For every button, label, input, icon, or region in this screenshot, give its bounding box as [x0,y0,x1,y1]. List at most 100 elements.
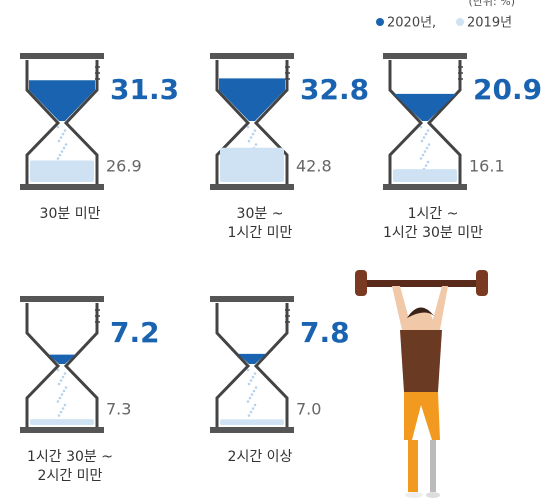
sand-stream [64,404,67,407]
sand-stream [64,129,67,132]
sand-stream [58,140,61,143]
plate [20,296,104,302]
sand-stream [255,386,258,389]
plate [210,184,294,190]
sand-stream [422,154,425,157]
sand-stream [250,379,253,382]
sand-2019 [220,148,284,182]
sand-2019 [393,169,457,182]
sand-stream [63,390,66,393]
plate [20,184,104,190]
hourglass: 7.2 7.3 [20,296,160,433]
infographic: (단위: %) 2020년, 2019년 31.3 26.9 32.8 42.8 20.9 1… [0,0,549,503]
sand-stream [426,147,429,150]
hourglass: 20.9 16.1 [383,53,542,190]
legend-swatch [376,18,384,26]
sand-stream [424,150,427,153]
hourglass: 7.8 7.0 [210,296,350,433]
sand-stream [254,404,257,407]
sand-stream [427,129,430,132]
plate [20,427,104,433]
category-label: 1시간 30분 ~ 2시간 미만 [0,448,145,486]
sand-stream [255,143,258,146]
sand-stream [254,129,257,132]
sand-stream [248,140,251,143]
sand-stream [57,400,60,403]
sand-stream [254,372,257,375]
value-2019: 42.8 [296,157,332,176]
sand-stream [62,407,65,410]
plate [383,53,467,59]
value-2020: 32.8 [300,73,369,106]
sand-stream [59,154,62,157]
legend-label: 2019년 [467,16,512,31]
sand-stream [249,397,252,400]
category-label: 1시간 ~ 1시간 30분 미만 [358,205,508,243]
unit-label: (단위: %) [469,0,515,8]
sand-stream [250,411,253,414]
sand-stream [252,133,255,136]
sand-stream [57,369,60,372]
sand-stream [248,383,251,386]
sand-stream [428,143,431,146]
sand-stream [57,126,60,129]
sand-stream [251,393,254,396]
plate [383,184,467,190]
sand-stream [62,133,65,136]
value-2020: 20.9 [473,73,542,106]
sand-stream [247,126,250,129]
sand-2019 [30,419,94,425]
sand-2019 [220,419,284,425]
value-2019: 7.0 [296,400,321,419]
sand-stream [64,372,67,375]
value-2020: 7.8 [300,316,350,349]
value-2020: 31.3 [110,73,179,106]
value-2019: 16.1 [469,157,505,176]
sand-stream [425,133,428,136]
sand-stream [427,161,430,164]
value-2019: 7.3 [106,400,131,419]
sand-stream [252,376,255,379]
sand-2020 [394,94,456,121]
sand-stream [423,136,426,139]
sand-stream [250,136,253,139]
plate [210,427,294,433]
sand-stream [420,126,423,129]
category-label: 30분 ~ 1시간 미만 [185,205,335,243]
sand-stream [62,376,65,379]
sand-stream [65,386,68,389]
sand-stream [58,414,61,417]
sand-stream [425,164,428,167]
plate [210,53,294,59]
hourglass: 31.3 26.9 [20,53,179,190]
sand-stream [63,147,66,150]
sand-stream [421,140,424,143]
value-2019: 26.9 [106,157,142,176]
sand-stream [59,397,62,400]
sand-stream [60,411,63,414]
person-illustration [355,270,488,498]
sand-stream [61,150,64,153]
chart: (단위: %) 2020년, 2019년 31.3 26.9 32.8 42.8 20.9 1… [0,0,549,503]
sand-stream [60,379,63,382]
sand-stream [248,414,251,417]
category-label: 30분 미만 [0,205,145,224]
sand-stream [420,157,423,160]
sand-stream [247,369,250,372]
plate [20,53,104,59]
sand-stream [253,390,256,393]
sand-2020 [219,78,285,121]
legend-label: 2020년, [387,16,436,31]
sand-stream [61,393,64,396]
sand-stream [252,407,255,410]
sand-2019 [30,160,94,182]
sand-stream [58,383,61,386]
value-2020: 7.2 [110,316,160,349]
sand-stream [57,157,60,160]
sand-stream [65,143,68,146]
category-label: 2시간 이상 [185,448,335,467]
legend-swatch [456,18,464,26]
sand-stream [60,136,63,139]
sand-stream [247,400,250,403]
plate [210,296,294,302]
